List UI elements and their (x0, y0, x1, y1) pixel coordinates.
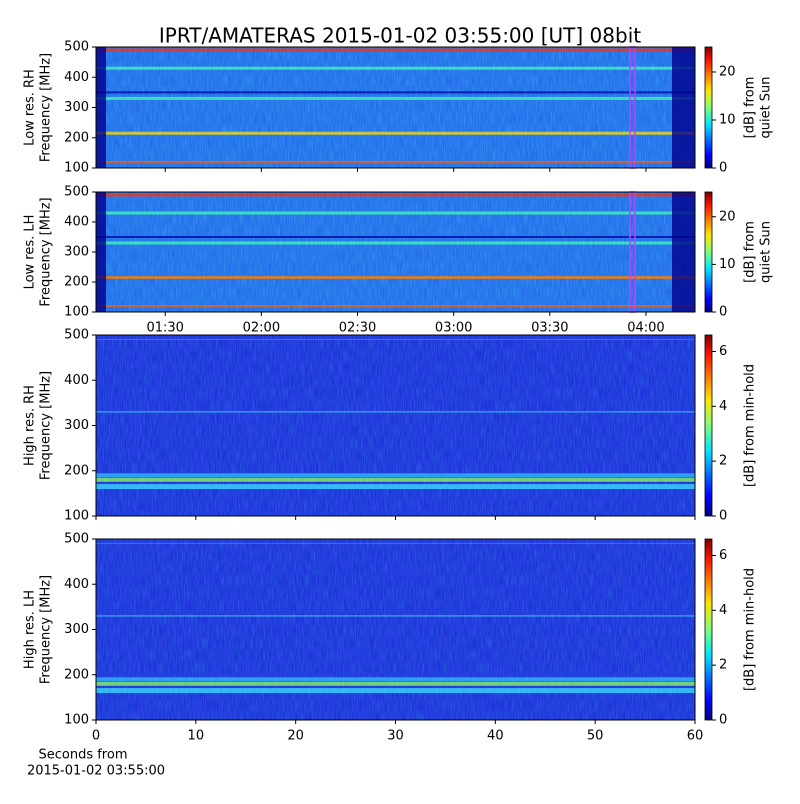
edge-stripe (96, 192, 106, 312)
y-tick-label: 200 (64, 275, 89, 290)
colorbar-tick-label: 10 (719, 257, 736, 272)
spectrogram-band (96, 484, 695, 490)
colorbar-tick-label: 0 (719, 305, 727, 320)
y-axis-label: High res. RH (23, 385, 38, 466)
y-tick-label: 300 (64, 245, 89, 260)
colorbar-tick-label: 0 (719, 161, 727, 176)
colorbar (704, 191, 713, 313)
y-tick-label: 200 (64, 130, 89, 145)
spectrogram-band (96, 411, 695, 413)
y-tick-label: 400 (64, 373, 89, 388)
y-tick-label: 400 (64, 215, 89, 230)
spectrogram-noise (96, 47, 695, 168)
y-axis-label: High res. LH (23, 590, 38, 669)
spectrogram-band (96, 211, 695, 215)
y-tick-label: 300 (64, 622, 89, 637)
colorbar-tick-label: 2 (719, 658, 727, 673)
x-tick-label: 04:00 (627, 321, 664, 336)
y-tick-label: 400 (64, 577, 89, 592)
y-tick-label: 200 (64, 463, 89, 478)
spectrogram-band (96, 615, 695, 617)
colorbar-tick-label: 0 (719, 509, 727, 524)
colorbar-tick-label: 6 (719, 548, 727, 563)
x-tick-label: 50 (587, 729, 604, 744)
spectrogram-band (96, 681, 695, 686)
spectrogram-band (96, 160, 695, 163)
x-tick-label: 10 (188, 729, 205, 744)
x-tick-label: 02:30 (339, 321, 376, 336)
y-tick-label: 500 (64, 328, 89, 343)
colorbar-tick-label: 20 (719, 209, 736, 224)
chart-title: IPRT/AMATERAS 2015-01-02 03:55:00 [UT] 0… (159, 24, 641, 48)
y-tick-label: 300 (64, 100, 89, 115)
y-axis-label: Low res. LH (23, 215, 38, 290)
colorbar-tick-label: 10 (719, 112, 736, 127)
colorbar-tick-label: 4 (719, 603, 727, 618)
colorbar (704, 334, 713, 517)
x-tick-label: 01:30 (146, 321, 183, 336)
spectrogram-band (96, 96, 695, 100)
spectrogram-band (96, 339, 695, 341)
y-tick-label: 100 (64, 509, 89, 524)
x-tick-label: 60 (687, 729, 704, 744)
y-axis-label: Frequency [MHz] (39, 53, 54, 162)
colorbar (704, 46, 713, 169)
spectrogram-band (96, 677, 695, 682)
edge-stripe (672, 47, 695, 168)
x-tick-label: 0 (92, 729, 100, 744)
x-tick-label: 40 (487, 729, 504, 744)
edge-stripe (672, 192, 695, 312)
spectrogram-band (96, 66, 695, 70)
spectrogram-band (96, 477, 695, 482)
x-axis-label: Seconds from (38, 748, 127, 763)
y-tick-label: 100 (64, 161, 89, 176)
y-tick-label: 200 (64, 667, 89, 682)
y-axis-label: Frequency [MHz] (39, 197, 54, 306)
x-tick-label: 30 (387, 729, 404, 744)
colorbar (704, 538, 713, 721)
x-tick-label: 03:00 (435, 321, 472, 336)
colorbar-tick-label: 6 (719, 344, 727, 359)
y-tick-label: 500 (64, 185, 89, 200)
y-tick-label: 300 (64, 418, 89, 433)
colorbar-label: [dB] from (743, 221, 758, 283)
colorbar-label: [dB] from min-hold (743, 568, 758, 691)
spectrogram-band (96, 193, 695, 197)
spectrogram-noise (96, 192, 695, 312)
x-axis-label: 2015-01-02 03:55:00 (27, 764, 165, 779)
colorbar-tick-label: 4 (719, 399, 727, 414)
y-tick-label: 100 (64, 305, 89, 320)
spectrogram-band (96, 305, 695, 307)
y-axis-label: Frequency [MHz] (39, 371, 54, 480)
spectrogram-band (96, 48, 695, 52)
spectrogram-band (96, 241, 695, 245)
colorbar-tick-label: 2 (719, 454, 727, 469)
y-axis-label: Low res. RH (23, 69, 38, 146)
spectrogram-band (96, 131, 695, 135)
y-axis-label: Frequency [MHz] (39, 575, 54, 684)
x-tick-label: 02:00 (243, 321, 280, 336)
colorbar-label: quiet Sun (759, 221, 774, 283)
spectrogram-band (96, 91, 695, 94)
spectrogram-band (96, 543, 695, 545)
y-tick-label: 100 (64, 713, 89, 728)
spectrogram-band (96, 276, 695, 279)
x-tick-label: 20 (287, 729, 304, 744)
colorbar-tick-label: 0 (719, 713, 727, 728)
spectrogram-band (96, 688, 695, 694)
y-tick-label: 500 (64, 532, 89, 547)
spectrogram-band (96, 236, 695, 238)
colorbar-label: [dB] from (743, 77, 758, 139)
y-tick-label: 400 (64, 70, 89, 85)
colorbar-tick-label: 20 (719, 64, 736, 79)
colorbar-label: quiet Sun (759, 76, 774, 138)
colorbar-label: [dB] from min-hold (743, 364, 758, 487)
x-tick-label: 03:30 (531, 321, 568, 336)
y-tick-label: 500 (64, 40, 89, 55)
edge-stripe (96, 47, 106, 168)
spectrogram-band (96, 473, 695, 478)
